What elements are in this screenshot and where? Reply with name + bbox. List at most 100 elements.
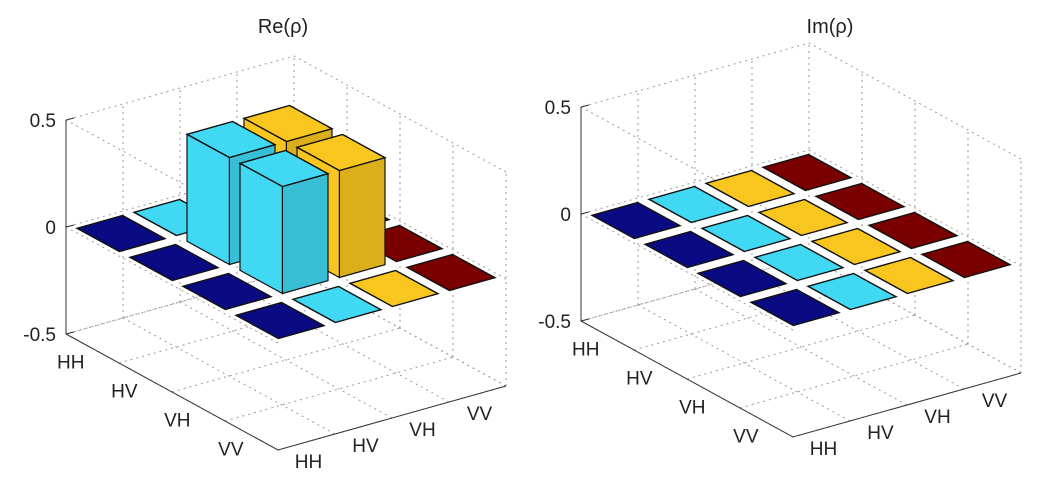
bar-hh-vv bbox=[761, 153, 853, 192]
bar-top-face bbox=[867, 211, 959, 250]
wall-level-line bbox=[580, 149, 1022, 267]
row-tick-label: VV bbox=[733, 427, 759, 448]
column-tick-label: VV bbox=[982, 391, 1008, 412]
column-tick-label: HV bbox=[352, 436, 379, 457]
bar-top-face bbox=[753, 243, 845, 282]
bar-vv-vv bbox=[405, 253, 497, 292]
floor-grid-line bbox=[751, 272, 965, 390]
bar-top-face bbox=[863, 256, 955, 295]
bar-hv-hv bbox=[700, 214, 792, 253]
bar-top-face bbox=[696, 259, 788, 298]
column-tick-label: VV bbox=[467, 404, 493, 425]
bar-vv-hh bbox=[749, 288, 841, 327]
bar-top-face bbox=[291, 285, 383, 324]
side-level-line bbox=[65, 226, 279, 344]
bar-hh-hh bbox=[75, 214, 167, 253]
column-tick-label: VH bbox=[409, 420, 435, 441]
bar-top-face bbox=[181, 272, 273, 311]
bar-vh-hh bbox=[181, 272, 273, 311]
floor-grid-line bbox=[179, 301, 393, 419]
bar-hh-vh bbox=[704, 169, 796, 208]
bar-top-face bbox=[920, 240, 1012, 279]
bar-front-face bbox=[281, 172, 329, 295]
bar-vv-hv bbox=[291, 285, 383, 324]
bar-top-face bbox=[405, 253, 497, 292]
bar-vh-hv bbox=[238, 149, 330, 295]
bar-top-face bbox=[295, 133, 387, 172]
bar-top-face bbox=[242, 104, 334, 143]
bar-top-face bbox=[643, 230, 735, 269]
row-tick-label: HV bbox=[111, 382, 138, 403]
bars bbox=[590, 153, 1012, 327]
column-tick-label: HH bbox=[295, 452, 322, 473]
z-tick-label: 0.5 bbox=[545, 98, 571, 119]
z-tick-label: 0 bbox=[45, 218, 56, 239]
bar-vh-hh bbox=[696, 259, 788, 298]
bar-top-face bbox=[761, 153, 853, 192]
row-tick-label: VH bbox=[679, 398, 705, 419]
side-level-line bbox=[65, 119, 279, 237]
wall-level-line bbox=[580, 42, 1022, 160]
bar-top-face bbox=[75, 214, 167, 253]
floor-front-edges bbox=[65, 333, 507, 451]
imaginary-part-title: Im(ρ) bbox=[807, 16, 854, 38]
bar-top-face bbox=[647, 185, 739, 224]
bar-hh-hv bbox=[647, 185, 739, 224]
bar-hv-vh bbox=[757, 198, 849, 237]
row-tick-label: VV bbox=[218, 440, 244, 461]
bar-hh-hh bbox=[590, 201, 682, 240]
bar-vh-vh bbox=[810, 227, 902, 266]
bar-top-face bbox=[700, 214, 792, 253]
bar-vv-hv bbox=[806, 272, 898, 311]
z-tick-mark bbox=[580, 318, 590, 322]
floor-grid-line bbox=[236, 285, 450, 403]
bar-top-face bbox=[704, 169, 796, 208]
side-level-line bbox=[580, 213, 794, 331]
column-tick-label: HH bbox=[810, 439, 837, 460]
row-tick-label: HH bbox=[57, 353, 84, 374]
bar-top-face bbox=[806, 272, 898, 311]
row-tick-label: HH bbox=[572, 340, 599, 361]
wall-level-line bbox=[65, 55, 507, 173]
bar-vv-vv bbox=[920, 240, 1012, 279]
bar-vh-hv bbox=[753, 243, 845, 282]
bar-vv-vh bbox=[348, 269, 440, 308]
column-tick-label: HV bbox=[867, 423, 894, 444]
z-tick-label: 0 bbox=[560, 205, 571, 226]
bar-hv-hh bbox=[128, 243, 220, 282]
bar-top-face bbox=[238, 149, 330, 188]
bar-top-face bbox=[185, 120, 277, 159]
z-tick-mark bbox=[65, 331, 75, 335]
bar-top-face bbox=[814, 182, 906, 221]
real-part-title: Re(ρ) bbox=[258, 16, 308, 38]
row-tick-label: HV bbox=[626, 369, 653, 390]
bar-vv-hh bbox=[234, 301, 326, 340]
z-tick-label: -0.5 bbox=[538, 312, 571, 333]
floor-grid-line bbox=[694, 288, 908, 406]
bar-top-face bbox=[128, 243, 220, 282]
z-tick-label: -0.5 bbox=[23, 325, 56, 346]
bar-vh-vv bbox=[867, 211, 959, 250]
bar-top-face bbox=[234, 301, 326, 340]
z-tick-label: 0.5 bbox=[30, 111, 56, 132]
bar-hv-vv bbox=[814, 182, 906, 221]
column-tick-label: VH bbox=[924, 407, 950, 428]
bar-hv-hh bbox=[643, 230, 735, 269]
bar-top-face bbox=[749, 288, 841, 327]
floor-front-edges bbox=[580, 320, 1022, 438]
z-tick-mark bbox=[580, 104, 590, 108]
row-tick-label: VH bbox=[164, 411, 190, 432]
bars bbox=[75, 104, 497, 340]
bar-front-face bbox=[338, 156, 386, 279]
bar-vv-vh bbox=[863, 256, 955, 295]
floor-grid-line bbox=[637, 304, 851, 422]
z-tick-mark bbox=[65, 117, 75, 121]
side-level-line bbox=[580, 106, 794, 224]
floor-grid-line bbox=[122, 317, 336, 435]
z-tick-mark bbox=[580, 211, 590, 215]
bar-top-face bbox=[590, 201, 682, 240]
